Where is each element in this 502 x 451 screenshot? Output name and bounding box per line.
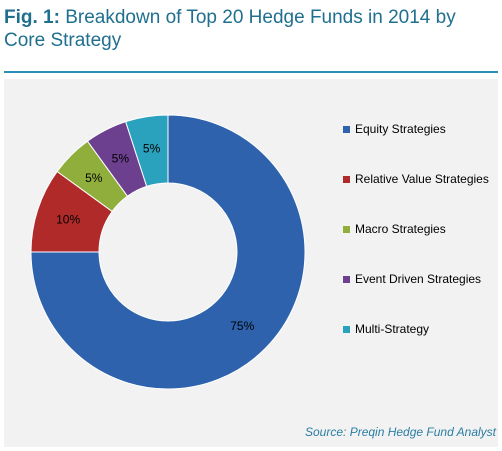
legend-swatch [343, 126, 350, 133]
chart-header: Fig. 1: Breakdown of Top 20 Hedge Funds … [0, 0, 502, 70]
legend-swatch [343, 176, 350, 183]
data-labels: 75% 10% 5% 5% 5% [56, 141, 254, 333]
legend-swatch [343, 226, 350, 233]
data-label-1: 10% [56, 213, 80, 227]
legend-item-relative-value-strategies: Relative Value Strategies [343, 171, 500, 187]
source-note: Source: Preqin Hedge Fund Analyst [305, 425, 496, 439]
legend-item-macro-strategies: Macro Strategies [343, 221, 500, 237]
legend-label: Multi-Strategy [355, 322, 430, 336]
data-label-2: 5% [85, 171, 103, 185]
legend-swatch [343, 326, 350, 333]
title-text: Breakdown of Top 20 Hedge Funds in 2014 … [4, 7, 456, 51]
legend-item-multi-strategy: Multi-Strategy [343, 321, 500, 337]
legend-label: Relative Value Strategies [355, 172, 489, 186]
legend-label: Event Driven Strategies [355, 272, 482, 286]
data-label-3: 5% [112, 151, 130, 165]
donut-slices [30, 114, 306, 390]
title-divider [4, 71, 498, 73]
legend-item-equity-strategies: Equity Strategies [343, 121, 500, 137]
legend-label: Equity Strategies [355, 122, 446, 136]
legend-swatch [343, 276, 350, 283]
slice-multi-strategy [125, 114, 169, 188]
data-label-0: 75% [230, 319, 254, 333]
slice-equity-strategies [30, 114, 306, 390]
figure-label: Fig. 1: [4, 7, 60, 28]
legend-label: Macro Strategies [355, 222, 446, 236]
chart-title: Fig. 1: Breakdown of Top 20 Hedge Funds … [4, 6, 494, 52]
data-label-4: 5% [143, 141, 161, 155]
legend-item-event-driven-strategies: Event Driven Strategies [343, 271, 500, 287]
